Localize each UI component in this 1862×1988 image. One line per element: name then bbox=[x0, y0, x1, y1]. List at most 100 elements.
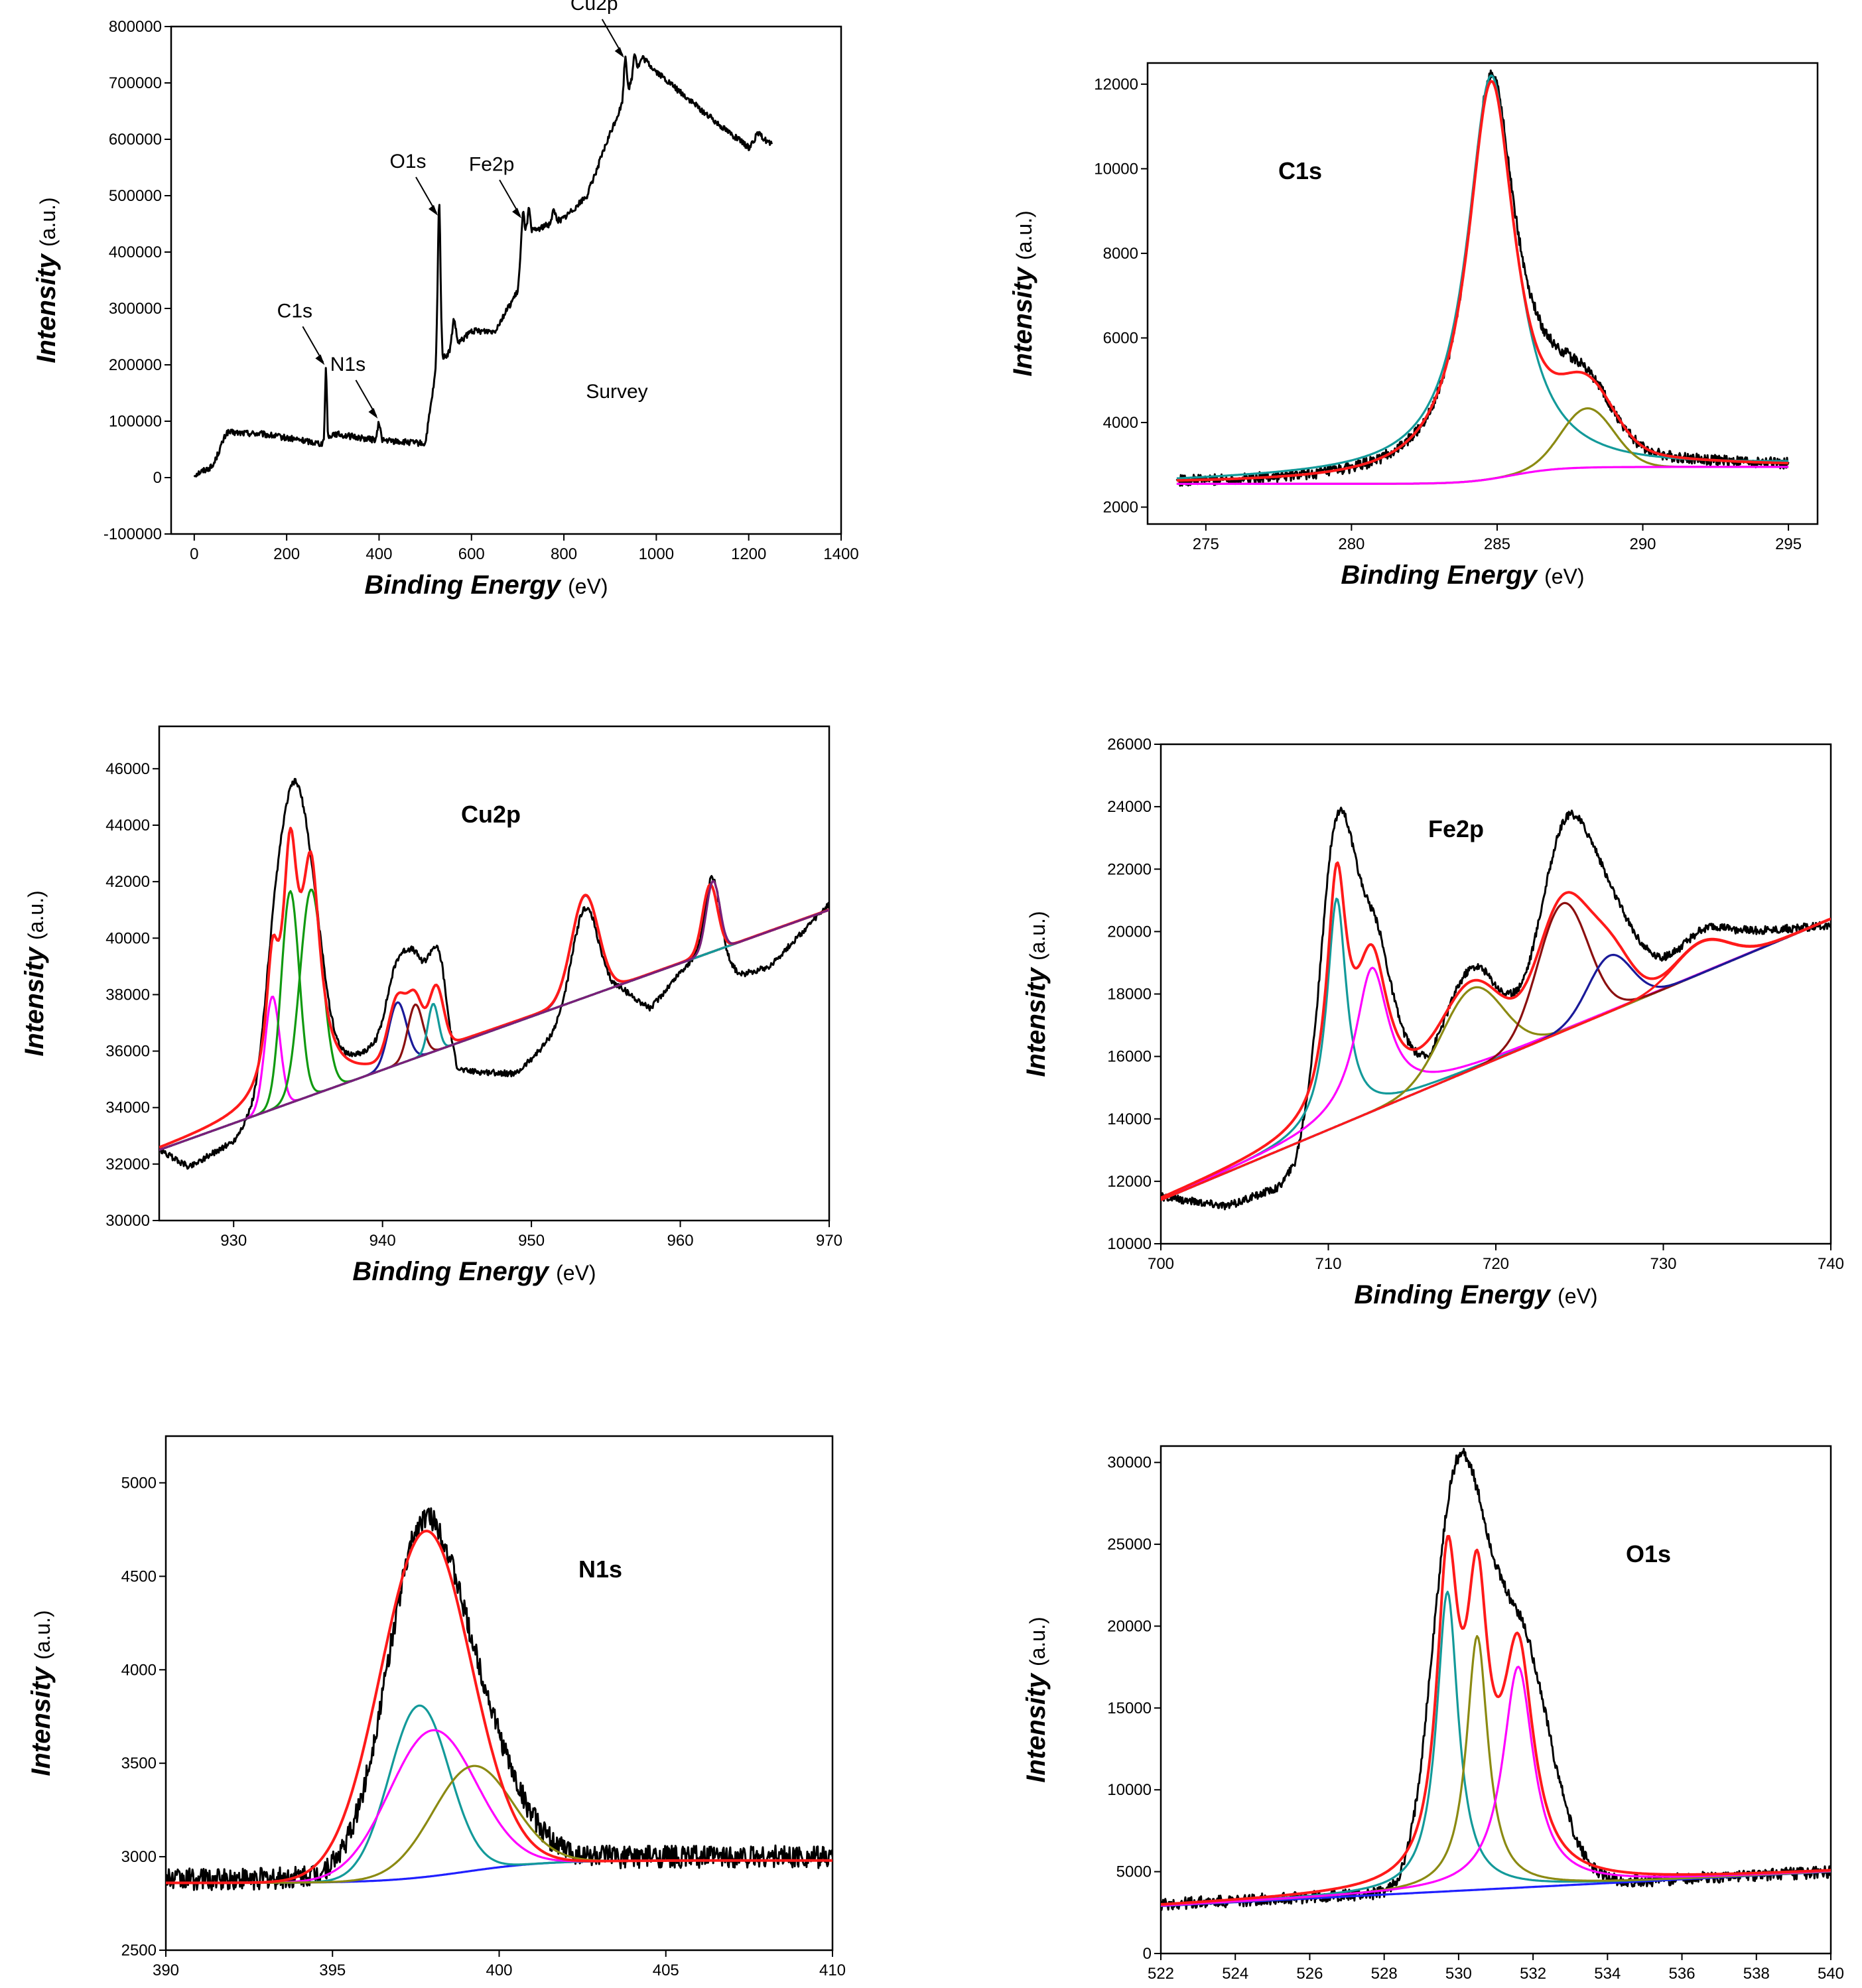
y-tick-label: 5000 bbox=[121, 1474, 157, 1492]
y-tick-label: 10000 bbox=[1107, 1781, 1152, 1799]
x-tick-label: 400 bbox=[486, 1961, 512, 1979]
x-tick-label: 940 bbox=[369, 1232, 396, 1250]
annotation-arrowhead bbox=[614, 47, 624, 58]
y-tick-label: 44000 bbox=[105, 817, 150, 834]
x-tick-label: 530 bbox=[1445, 1965, 1472, 1983]
x-tick-label: 1200 bbox=[731, 545, 766, 563]
x-tick-label: 532 bbox=[1520, 1965, 1546, 1983]
x-axis-unit: (eV) bbox=[556, 1261, 596, 1285]
series-group bbox=[1175, 69, 1790, 487]
series-group bbox=[166, 1507, 832, 1891]
panel-title: N1s bbox=[578, 1556, 622, 1583]
y-tick-label: 3000 bbox=[121, 1848, 157, 1866]
series-raw bbox=[1161, 1447, 1831, 1911]
y-tick-label: 36000 bbox=[105, 1043, 150, 1061]
x-axis-unit: (eV) bbox=[1558, 1284, 1597, 1308]
series-envelope bbox=[159, 827, 829, 1149]
annotation-label: Cu2p bbox=[570, 0, 618, 15]
y-axis-unit: (a.u.) bbox=[1026, 1617, 1049, 1666]
plot-frame bbox=[170, 25, 842, 535]
x-tick-label: 285 bbox=[1484, 535, 1510, 553]
y-tick-label: 20000 bbox=[1107, 1617, 1152, 1635]
y-tick-label: 12000 bbox=[1094, 76, 1138, 94]
y-tick-label: 700000 bbox=[109, 74, 162, 92]
plot-frame bbox=[158, 725, 831, 1222]
y-tick-label: 46000 bbox=[105, 760, 150, 778]
y-axis-unit: (a.u.) bbox=[36, 197, 60, 247]
y-axis-unit: (a.u.) bbox=[1012, 210, 1036, 260]
series-raw bbox=[1161, 807, 1831, 1211]
y-tick-label: 22000 bbox=[1107, 860, 1152, 878]
y-tick-label: 400000 bbox=[109, 243, 162, 261]
y-tick-label: 100000 bbox=[109, 413, 162, 431]
y-tick-label: 40000 bbox=[105, 929, 150, 947]
y-tick-label: 18000 bbox=[1107, 986, 1152, 1004]
plot-frame bbox=[1146, 62, 1819, 525]
x-axis-unit: (eV) bbox=[1544, 564, 1584, 588]
panel-title: O1s bbox=[1626, 1540, 1671, 1567]
x-tick-label: 700 bbox=[1148, 1255, 1174, 1273]
x-tick-label: 540 bbox=[1818, 1965, 1844, 1983]
series-raw bbox=[193, 53, 773, 478]
x-tick-label: 536 bbox=[1669, 1965, 1696, 1983]
y-tick-label: 42000 bbox=[105, 873, 150, 891]
x-tick-label: 800 bbox=[551, 545, 577, 563]
x-tick-label: 1400 bbox=[823, 545, 858, 563]
x-tick-label: 0 bbox=[190, 545, 198, 563]
series-group bbox=[159, 777, 829, 1170]
x-tick-label: 410 bbox=[819, 1961, 846, 1979]
y-tick-label: 5000 bbox=[1116, 1863, 1152, 1881]
x-tick-label: 720 bbox=[1483, 1255, 1509, 1273]
y-axis-unit: (a.u.) bbox=[1026, 911, 1049, 961]
annotation-label: Fe2p bbox=[469, 153, 514, 175]
y-tick-label: 38000 bbox=[105, 986, 150, 1004]
y-tick-label: 2500 bbox=[121, 1942, 157, 1959]
x-axis-label: Binding Energy (eV) bbox=[1341, 561, 1584, 590]
series-lattice-o bbox=[1161, 1591, 1831, 1907]
y-tick-label: 0 bbox=[1143, 1945, 1152, 1963]
y-tick-label: 4000 bbox=[1103, 414, 1138, 432]
x-tick-label: 538 bbox=[1743, 1965, 1770, 1983]
x-tick-label: 970 bbox=[816, 1232, 842, 1250]
annotation-label: O1s bbox=[389, 151, 426, 172]
series-group bbox=[193, 53, 773, 478]
series-background bbox=[1176, 466, 1789, 486]
y-axis-label: Intensity (a.u.) bbox=[20, 890, 49, 1056]
annotation-arrowhead bbox=[429, 205, 438, 216]
y-tick-label: 200000 bbox=[109, 356, 162, 374]
series-raw bbox=[166, 1507, 832, 1891]
x-tick-label: 1000 bbox=[639, 545, 674, 563]
y-tick-label: 20000 bbox=[1107, 923, 1152, 941]
x-tick-label: 950 bbox=[518, 1232, 545, 1250]
y-axis-label: Intensity (a.u.) bbox=[27, 1610, 56, 1776]
panel-title: Fe2p bbox=[1428, 815, 1484, 842]
x-axis-label: Binding Energy (eV) bbox=[352, 1257, 596, 1286]
annotation-arrowhead bbox=[315, 354, 325, 365]
x-tick-label: 730 bbox=[1650, 1255, 1676, 1273]
x-axis-label: Binding Energy (eV) bbox=[1354, 1280, 1597, 1309]
plot-frame bbox=[1160, 1445, 1832, 1955]
y-tick-label: 32000 bbox=[105, 1156, 150, 1173]
y-tick-label: 25000 bbox=[1107, 1536, 1152, 1554]
x-tick-label: 275 bbox=[1193, 535, 1219, 553]
y-tick-label: 34000 bbox=[105, 1099, 150, 1117]
y-axis-unit: (a.u.) bbox=[24, 890, 48, 940]
series-envelope bbox=[1176, 80, 1789, 482]
y-tick-label: 0 bbox=[153, 469, 162, 487]
y-axis-label: Intensity (a.u.) bbox=[32, 197, 61, 363]
y-tick-label: 2000 bbox=[1103, 498, 1138, 516]
annotation-arrowhead bbox=[512, 208, 522, 219]
annotation-label: C1s bbox=[277, 300, 312, 322]
x-tick-label: 295 bbox=[1775, 535, 1802, 553]
y-axis-label: Intensity (a.u.) bbox=[1022, 1617, 1051, 1782]
x-tick-label: 280 bbox=[1338, 535, 1364, 553]
x-tick-label: 390 bbox=[153, 1961, 179, 1979]
x-tick-label: 534 bbox=[1594, 1965, 1621, 1983]
series-group bbox=[1161, 807, 1831, 1211]
y-tick-label: 15000 bbox=[1107, 1699, 1152, 1717]
y-tick-label: 16000 bbox=[1107, 1048, 1152, 1066]
y-tick-label: 26000 bbox=[1107, 736, 1152, 754]
